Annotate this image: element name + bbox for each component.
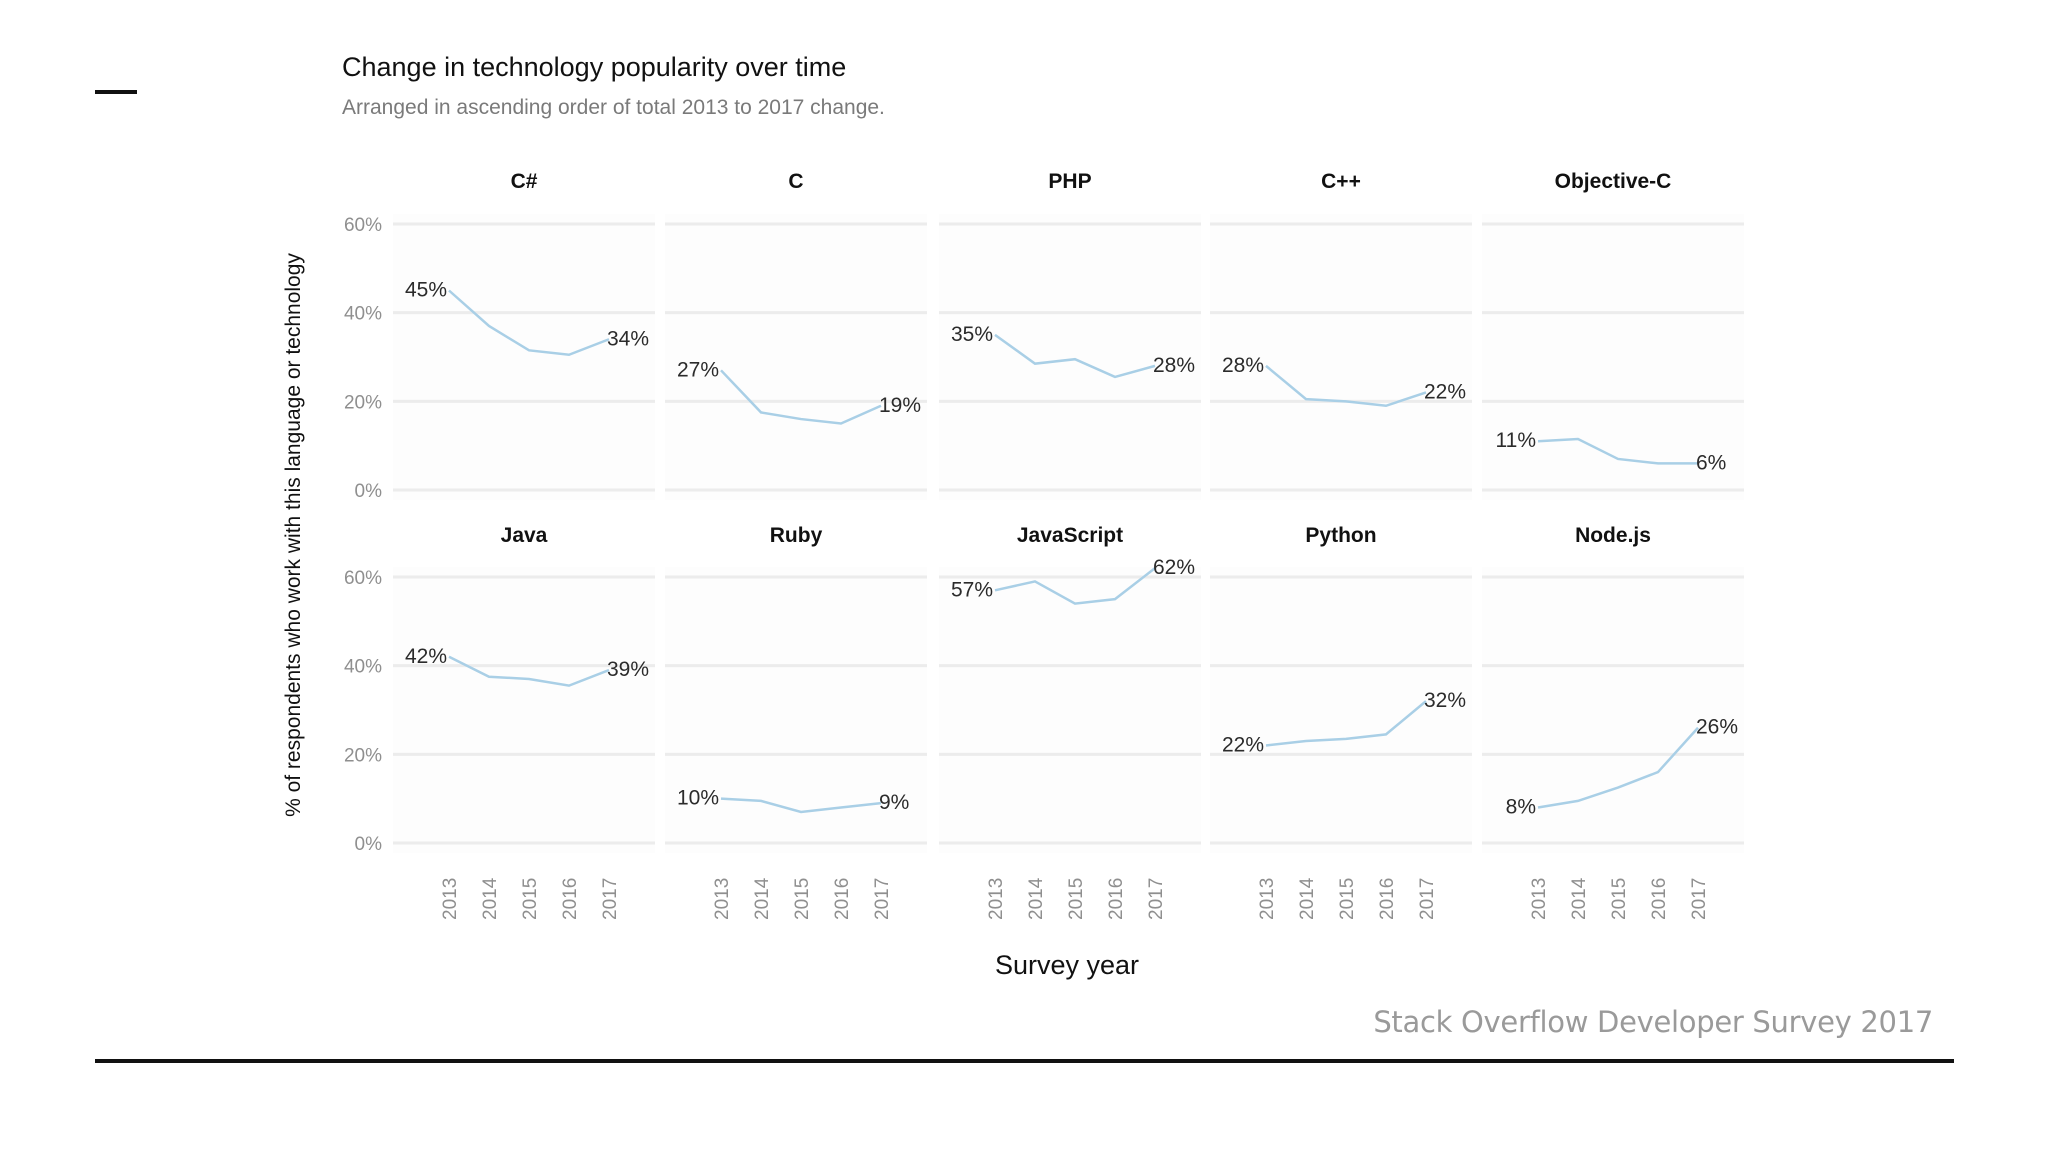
chart-subtitle: Arranged in ascending order of total 201… [342,96,885,119]
panel-title-csharp: C# [511,170,538,193]
series-line-javascript [994,567,1156,605]
end-label-node-js: 26% [1696,716,1738,739]
x-tick-label: 2016 [832,878,853,920]
y-tick-label: 60% [344,215,382,236]
end-label-java: 39% [607,658,649,681]
end-label-csharp: 34% [607,327,649,350]
start-label-ruby: 10% [677,787,719,810]
x-tick-label: 2015 [1337,878,1358,920]
accent-dash [95,90,137,94]
x-tick-label: 2017 [1146,878,1167,920]
series-line-php [994,333,1156,379]
start-label-csharp: 45% [405,279,447,302]
panel-title-cpp: C++ [1321,170,1361,193]
start-label-objective-c: 11% [1496,429,1536,452]
series-line-objective-c [1537,437,1698,465]
panel-background [1210,214,1472,500]
y-tick-label: 40% [344,657,382,678]
x-tick-label: 2016 [1649,878,1670,920]
start-label-node-js: 8% [1506,796,1536,819]
series-line-java [448,655,610,687]
end-label-c: 19% [879,394,921,417]
series-line-ruby [720,797,882,814]
x-tick-label: 2014 [1297,877,1318,920]
x-tick-label: 2013 [1257,878,1278,920]
x-tick-label: 2014 [1026,877,1047,920]
x-tick-label: 2013 [712,878,733,920]
start-label-javascript: 57% [951,578,993,601]
end-label-php: 28% [1153,354,1195,377]
chart-title: Change in technology popularity over tim… [342,52,847,82]
panel-background [393,214,655,500]
y-tick-label: 0% [355,481,383,502]
start-label-java: 42% [405,645,447,668]
panel-background [1482,214,1744,500]
x-tick-label: 2015 [1066,878,1087,920]
series-line-c [720,369,882,425]
footer-rule [95,1059,1954,1063]
start-label-php: 35% [951,323,993,346]
x-tick-label: 2014 [752,877,773,920]
y-tick-label: 40% [344,304,382,325]
series-line-csharp [448,289,610,357]
panel-title-php: PHP [1048,170,1091,193]
series-line-node-js [1537,726,1699,809]
panel-title-node-js: Node.js [1575,524,1651,547]
panel-background [1482,567,1744,853]
panel-background [665,214,927,500]
x-tick-label: 2017 [600,878,621,920]
start-label-python: 22% [1222,733,1264,756]
y-axis-label: % of respondents who work with this lang… [282,253,305,817]
end-label-ruby: 9% [879,791,909,814]
panel-background [1210,567,1472,853]
x-tick-label: 2015 [520,878,541,920]
panel-title-ruby: Ruby [770,524,823,547]
panel-background [665,567,927,853]
x-tick-label: 2017 [1689,878,1710,920]
x-tick-label: 2015 [792,878,813,920]
x-tick-label: 2015 [1609,878,1630,920]
y-tick-label: 20% [344,745,382,766]
panel-background [939,214,1201,500]
end-label-javascript: 62% [1153,556,1195,579]
series-line-cpp [1265,364,1427,408]
end-label-python: 32% [1424,689,1466,712]
end-label-objective-c: 6% [1696,451,1726,474]
x-axis-label: Survey year [995,950,1139,980]
y-tick-label: 0% [355,834,383,855]
y-tick-label: 20% [344,392,382,413]
start-label-cpp: 28% [1222,354,1264,377]
x-tick-label: 2013 [1529,878,1550,920]
x-tick-label: 2016 [1106,878,1127,920]
x-tick-label: 2013 [986,878,1007,920]
panel-title-java: Java [501,524,548,547]
start-label-c: 27% [677,358,719,381]
series-line-python [1265,700,1427,747]
end-label-cpp: 22% [1424,380,1466,403]
x-tick-label: 2013 [440,878,461,920]
panel-title-javascript: JavaScript [1017,524,1123,547]
x-tick-label: 2017 [872,878,893,920]
panel-title-c: C [788,170,803,193]
footer-credit: Stack Overflow Developer Survey 2017 [1373,1005,1933,1039]
panel-background [393,567,655,853]
x-tick-label: 2016 [1377,878,1398,920]
x-tick-label: 2016 [560,878,581,920]
y-tick-label: 60% [344,568,382,589]
x-tick-label: 2014 [480,877,501,920]
panel-title-python: Python [1305,524,1376,547]
x-tick-label: 2017 [1417,878,1438,920]
x-tick-label: 2014 [1569,877,1590,920]
panel-background [939,567,1201,853]
panel-title-objective-c: Objective-C [1555,170,1672,193]
